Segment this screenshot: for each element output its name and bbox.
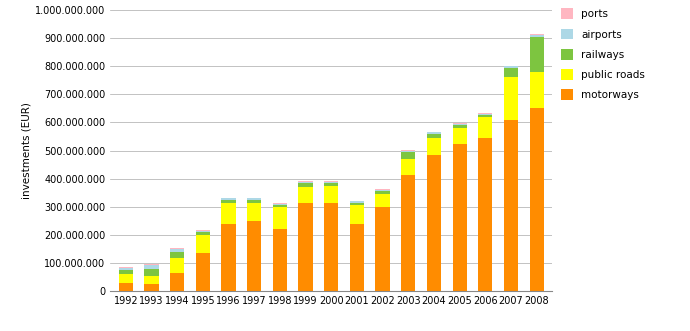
Bar [375, 194, 390, 207]
Bar [196, 230, 210, 231]
Bar [299, 183, 313, 187]
Bar [529, 109, 544, 291]
Bar [170, 252, 184, 258]
Bar [375, 191, 390, 194]
Bar [119, 267, 133, 268]
Bar [273, 206, 287, 207]
Bar [119, 274, 133, 283]
Bar [529, 35, 544, 37]
Bar [221, 199, 235, 200]
Bar [144, 269, 159, 276]
Bar [350, 203, 364, 206]
Bar [273, 207, 287, 229]
Bar [427, 134, 441, 138]
Bar [170, 258, 184, 273]
Bar [144, 276, 159, 284]
Bar [170, 249, 184, 252]
Bar [196, 253, 210, 291]
Bar [478, 116, 492, 117]
Bar [196, 232, 210, 235]
Bar [324, 186, 338, 203]
Bar [299, 203, 313, 291]
Bar [299, 181, 313, 183]
Bar [504, 119, 518, 291]
Bar [504, 77, 518, 119]
Bar [427, 138, 441, 155]
Bar [221, 224, 235, 291]
Bar [119, 268, 133, 270]
Bar [478, 138, 492, 291]
Y-axis label: investments (EUR): investments (EUR) [21, 102, 31, 199]
Bar [453, 128, 466, 144]
Bar [453, 144, 466, 291]
Bar [478, 117, 492, 138]
Bar [427, 132, 441, 134]
Bar [273, 229, 287, 291]
Bar [170, 248, 184, 249]
Bar [247, 198, 262, 199]
Bar [401, 174, 415, 291]
Bar [375, 190, 390, 191]
Bar [119, 270, 133, 274]
Bar [478, 114, 492, 116]
Bar [170, 273, 184, 291]
Bar [375, 189, 390, 190]
Bar [221, 200, 235, 203]
Bar [247, 200, 262, 203]
Bar [221, 203, 235, 224]
Bar [247, 199, 262, 200]
Bar [504, 68, 518, 77]
Bar [119, 283, 133, 291]
Bar [247, 221, 262, 291]
Bar [453, 123, 466, 124]
Bar [401, 151, 415, 152]
Bar [453, 124, 466, 125]
Bar [144, 284, 159, 291]
Bar [324, 181, 338, 183]
Bar [504, 66, 518, 68]
Legend: ports, airports, railways, public roads, motorways: ports, airports, railways, public roads,… [556, 4, 649, 104]
Bar [529, 72, 544, 109]
Bar [401, 159, 415, 174]
Bar [196, 235, 210, 253]
Bar [453, 125, 466, 128]
Bar [350, 224, 364, 291]
Bar [529, 37, 544, 72]
Bar [427, 155, 441, 291]
Bar [350, 201, 364, 203]
Bar [324, 203, 338, 291]
Bar [324, 183, 338, 186]
Bar [144, 264, 159, 269]
Bar [350, 206, 364, 224]
Bar [221, 198, 235, 199]
Bar [273, 204, 287, 206]
Bar [375, 207, 390, 291]
Bar [529, 34, 544, 35]
Bar [299, 187, 313, 203]
Bar [247, 203, 262, 221]
Bar [196, 231, 210, 232]
Bar [401, 150, 415, 151]
Bar [401, 152, 415, 159]
